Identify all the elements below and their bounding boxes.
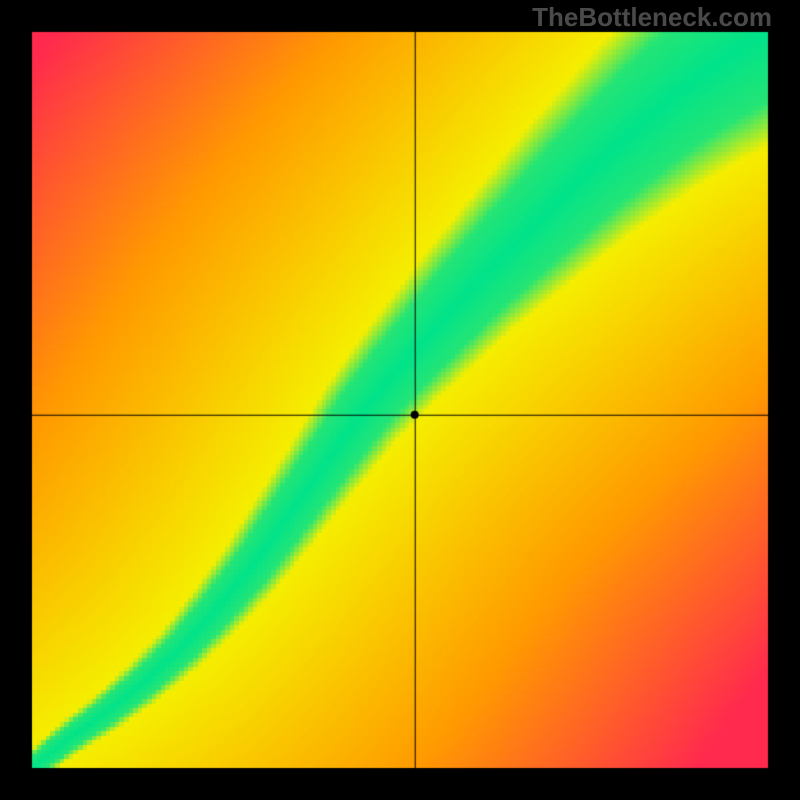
watermark-text: TheBottleneck.com — [532, 2, 772, 33]
chart-container: TheBottleneck.com — [0, 0, 800, 800]
bottleneck-heatmap-canvas — [0, 0, 800, 800]
